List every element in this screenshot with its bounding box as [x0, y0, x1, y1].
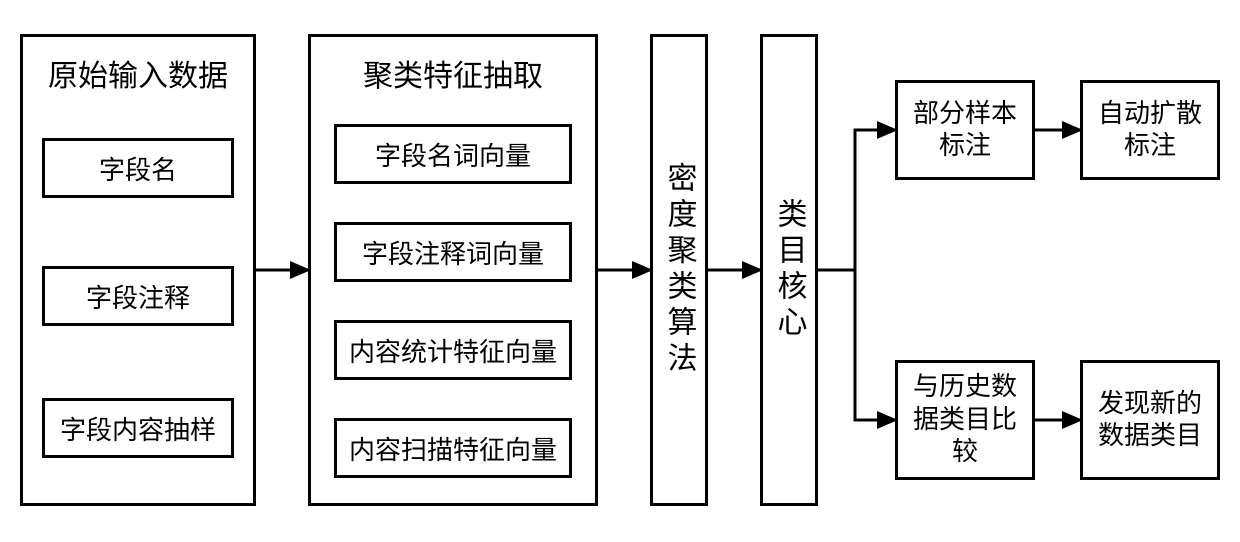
find-new-category-label: 发现新的 数据类目	[1098, 388, 1202, 453]
partial-sample-label: 部分样本 标注	[913, 98, 1017, 163]
input-item-field-name: 字段名	[42, 138, 234, 198]
input-item-label: 字段注释	[86, 278, 190, 315]
auto-spread-label: 自动扩散 标注	[1098, 98, 1202, 163]
input-item-field-comment: 字段注释	[42, 266, 234, 326]
category-core-box: 类目核心	[760, 34, 818, 506]
feature-extract-title: 聚类特征抽取	[311, 51, 595, 95]
input-item-label: 字段名	[99, 150, 177, 187]
input-item-label: 字段内容抽样	[60, 410, 216, 447]
input-data-title: 原始输入数据	[23, 51, 253, 95]
feature-item-label: 内容扫描特征向量	[349, 430, 557, 467]
partial-sample-label-box: 部分样本 标注	[895, 80, 1035, 180]
density-clustering-label: 密度聚类算法	[663, 162, 696, 378]
density-clustering-box: 密度聚类算法	[650, 34, 708, 506]
feature-item-label: 内容统计特征向量	[349, 332, 557, 369]
feature-item-label: 字段注释词向量	[362, 234, 544, 271]
input-item-field-content-sample: 字段内容抽样	[42, 398, 234, 458]
auto-spread-label-box: 自动扩散 标注	[1080, 80, 1220, 180]
feature-item-name-vec: 字段名词向量	[334, 124, 572, 184]
feature-item-label: 字段名词向量	[375, 136, 531, 173]
feature-item-stat-vec: 内容统计特征向量	[334, 320, 572, 380]
compare-history-box: 与历史数 据类目比 较	[895, 360, 1035, 480]
compare-history-label: 与历史数 据类目比 较	[913, 371, 1017, 469]
arrow-a4	[818, 130, 895, 270]
find-new-category-box: 发现新的 数据类目	[1080, 360, 1220, 480]
category-core-label: 类目核心	[773, 198, 806, 342]
feature-item-scan-vec: 内容扫描特征向量	[334, 418, 572, 478]
feature-item-comment-vec: 字段注释词向量	[334, 222, 572, 282]
arrow-a5	[818, 270, 895, 420]
